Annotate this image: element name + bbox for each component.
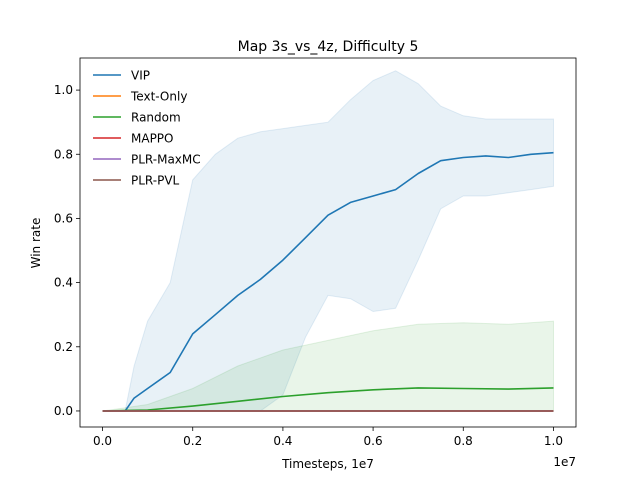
y-tick-label: 0.0 [54,404,73,418]
x-axis-offset-label: 1e7 [553,455,576,469]
legend-label: VIP [131,69,150,83]
y-tick-label: 0.8 [54,147,73,161]
x-tick-label: 1.0 [544,434,563,448]
legend-label: PLR-MaxMC [131,153,201,167]
x-tick-label: 0.8 [454,434,473,448]
y-tick-label: 1.0 [54,83,73,97]
series-lines [102,151,554,412]
x-tick-label: 0.4 [273,434,292,448]
series-line-random [102,387,554,412]
y-axis-label: Win rate [29,218,43,269]
legend-label: Random [131,111,181,125]
y-axis-ticks: 0.0 0.2 0.4 0.6 0.8 1.0 [54,83,80,418]
y-tick-label: 0.2 [54,340,73,354]
x-axis-ticks: 0.0 0.2 0.4 0.6 0.8 1.0 [93,427,563,448]
legend-label: MAPPO [131,132,173,146]
x-tick-label: 0.6 [364,434,383,448]
series-line-vip [102,151,554,412]
legend-label: PLR-PVL [131,174,180,188]
x-axis-label: Timesteps, 1e7 [281,457,374,471]
x-tick-label: 0.2 [183,434,202,448]
y-tick-label: 0.6 [54,211,73,225]
legend: VIP Text-Only Random MAPPO PLR-MaxMC PLR-PVL [93,69,201,188]
y-tick-label: 0.4 [54,276,73,290]
legend-label: Text-Only [130,90,187,104]
chart-title: Map 3s_vs_4z, Difficulty 5 [238,39,419,55]
plot-frame [79,57,577,428]
x-tick-label: 0.0 [93,434,112,448]
